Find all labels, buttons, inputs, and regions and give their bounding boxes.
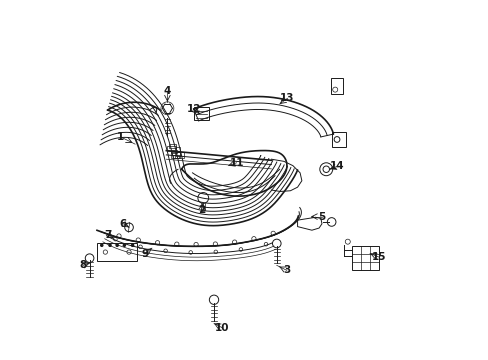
Bar	[172, 155, 179, 158]
Circle shape	[123, 244, 125, 246]
Bar	[330, 78, 343, 94]
Text: 13: 13	[280, 93, 294, 103]
Bar	[331, 132, 346, 147]
Bar	[97, 243, 137, 261]
Text: 8: 8	[80, 260, 86, 270]
Text: 2: 2	[198, 206, 204, 216]
Bar	[194, 107, 208, 120]
Text: 4: 4	[163, 86, 171, 96]
Text: 11: 11	[229, 158, 244, 168]
Text: 1: 1	[117, 132, 124, 142]
Bar	[351, 246, 378, 270]
Text: 3: 3	[283, 265, 290, 275]
Circle shape	[131, 244, 133, 246]
Bar	[169, 144, 175, 148]
Bar	[176, 147, 180, 150]
Text: 6: 6	[120, 219, 127, 229]
Bar	[167, 146, 176, 151]
Text: 12: 12	[186, 104, 201, 114]
Text: 14: 14	[329, 161, 344, 171]
Bar	[171, 152, 180, 158]
Text: 10: 10	[215, 323, 229, 333]
Bar	[174, 152, 183, 158]
Text: 7: 7	[103, 230, 111, 239]
Bar	[171, 149, 177, 153]
Text: 9: 9	[141, 248, 148, 258]
Circle shape	[109, 244, 111, 246]
Circle shape	[101, 244, 102, 246]
Circle shape	[116, 244, 118, 246]
Text: 5: 5	[317, 212, 325, 221]
Text: 15: 15	[371, 252, 386, 262]
Bar	[176, 152, 180, 156]
